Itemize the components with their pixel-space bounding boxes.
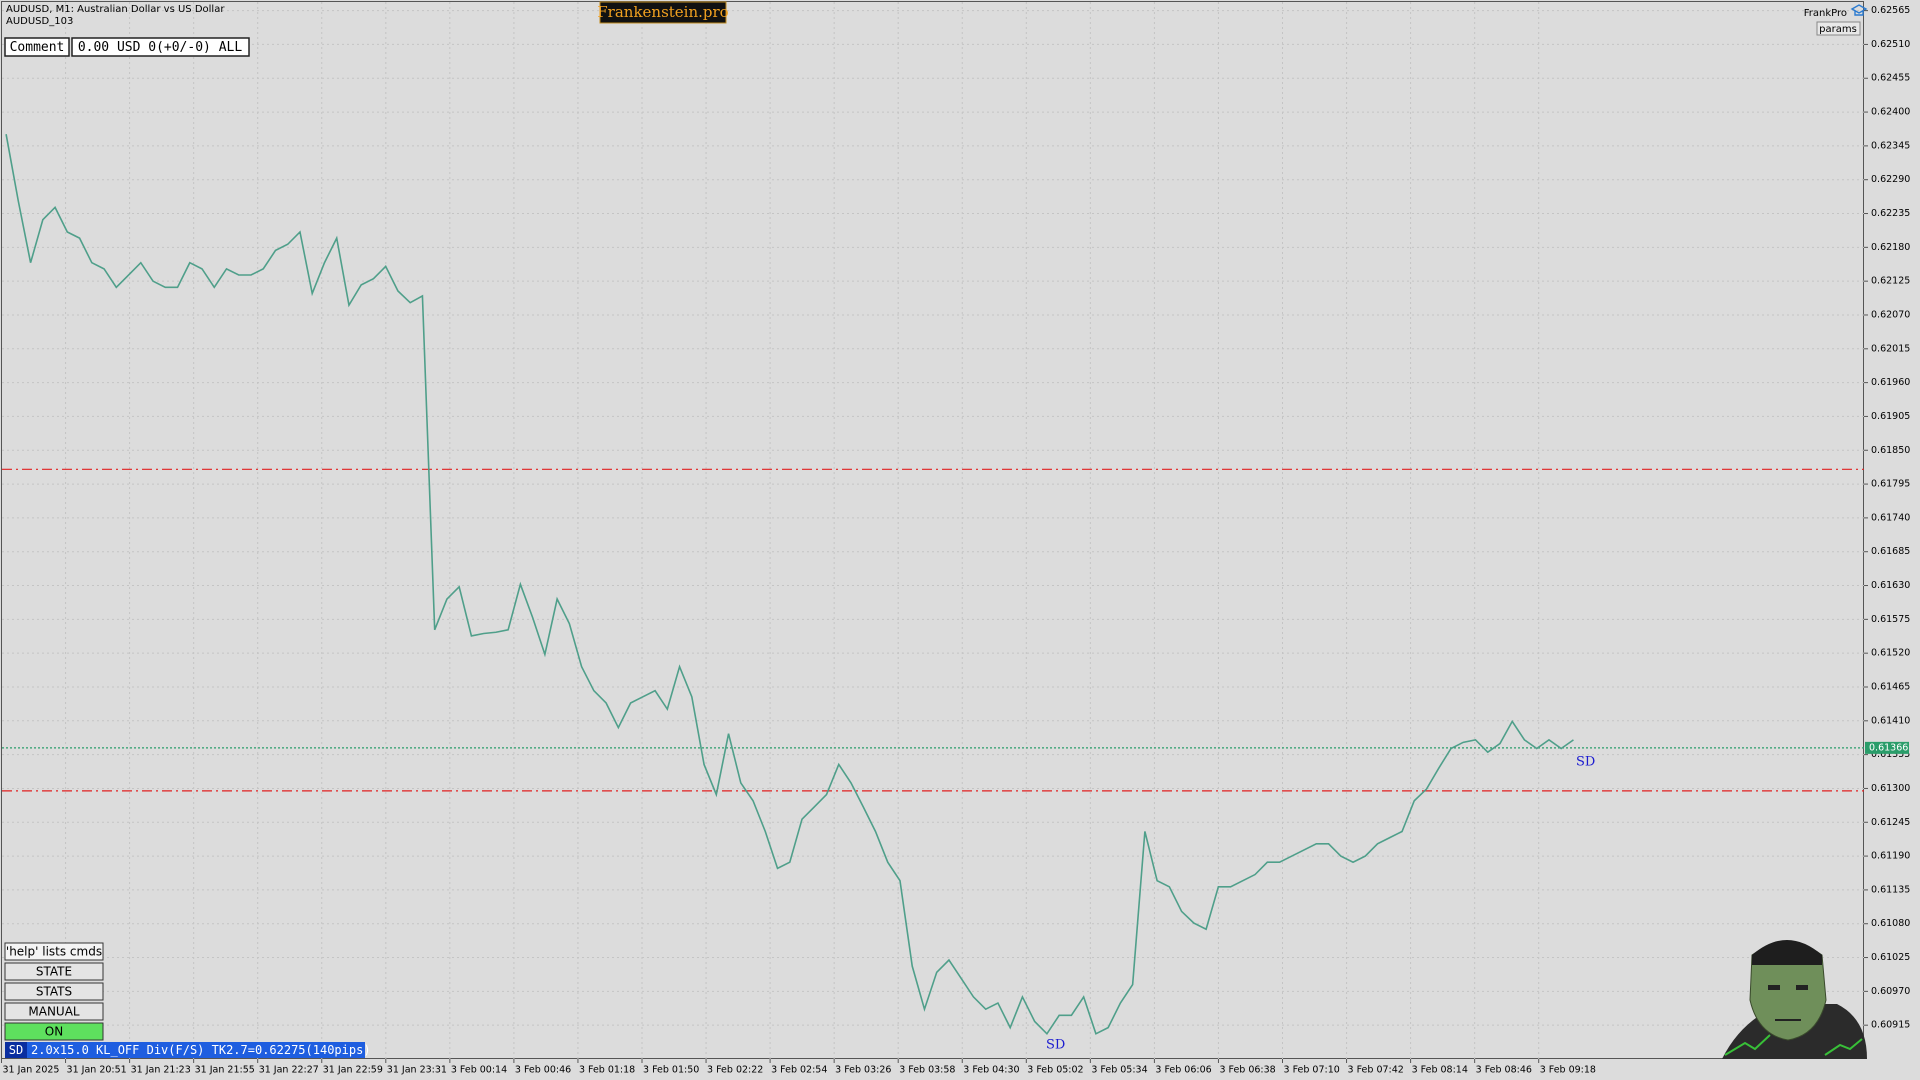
x-tick-label: 3 Feb 03:26 bbox=[835, 1065, 891, 1076]
y-tick-label: 0.62235 bbox=[1871, 208, 1910, 219]
x-tick-label: 3 Feb 08:14 bbox=[1412, 1065, 1468, 1076]
y-tick-label: 0.62400 bbox=[1871, 107, 1910, 118]
x-tick-label: 3 Feb 09:18 bbox=[1540, 1065, 1596, 1076]
price-tag-box bbox=[1865, 741, 1909, 754]
x-tick-label: 31 Jan 20:51 bbox=[67, 1065, 127, 1076]
grid bbox=[2, 2, 1864, 1059]
comment-label-box bbox=[4, 37, 70, 57]
symbol-title: AUDUSD, M1: Australian Dollar vs US Doll… bbox=[6, 4, 225, 15]
comment-value-box bbox=[71, 37, 250, 57]
x-tick-label: 3 Feb 00:14 bbox=[451, 1065, 507, 1076]
logo: Frankenstein.pro bbox=[597, 3, 728, 21]
y-tick-label: 0.62565 bbox=[1871, 5, 1910, 16]
logo-box bbox=[599, 1, 727, 24]
command-button[interactable]: ON bbox=[45, 1025, 63, 1039]
y-tick-label: 0.62345 bbox=[1871, 140, 1910, 151]
params-box[interactable] bbox=[1816, 21, 1861, 36]
hint-box bbox=[4, 942, 104, 961]
command-button-box[interactable] bbox=[4, 1022, 104, 1041]
command-button[interactable]: STATE bbox=[36, 965, 72, 979]
x-tick-label: 3 Feb 01:18 bbox=[579, 1065, 635, 1076]
comment-label: Comment bbox=[10, 40, 65, 55]
y-tick-label: 0.61520 bbox=[1871, 648, 1910, 659]
y-tick-label: 0.62290 bbox=[1871, 174, 1910, 185]
y-tick-label: 0.61795 bbox=[1871, 479, 1910, 490]
y-tick-label: 0.61300 bbox=[1871, 783, 1910, 794]
y-tick-label: 0.61245 bbox=[1871, 817, 1910, 828]
y-tick-label: 0.61630 bbox=[1871, 580, 1910, 591]
x-tick-label: 3 Feb 00:46 bbox=[515, 1065, 571, 1076]
account-name: AUDUSD_103 bbox=[6, 16, 73, 27]
x-tick-label: 3 Feb 07:42 bbox=[1348, 1065, 1404, 1076]
x-tick-label: 3 Feb 05:34 bbox=[1091, 1065, 1147, 1076]
y-tick-label: 0.61355 bbox=[1871, 749, 1910, 760]
annotation: SD bbox=[1046, 1038, 1065, 1053]
x-tick-label: 3 Feb 06:38 bbox=[1219, 1065, 1275, 1076]
x-tick-label: 3 Feb 06:06 bbox=[1155, 1065, 1211, 1076]
x-tick-label: 31 Jan 21:55 bbox=[195, 1065, 255, 1076]
plot-frame bbox=[1, 1, 1864, 1059]
y-tick-label: 0.61685 bbox=[1871, 546, 1910, 557]
mascot-eye bbox=[1768, 985, 1780, 990]
x-tick-label: 31 Jan 2025 bbox=[3, 1065, 60, 1076]
comment-value: 0.00 USD 0(+0/-0) ALL bbox=[78, 40, 243, 55]
y-tick-label: 0.62070 bbox=[1871, 309, 1910, 320]
y-tick-label: 0.61740 bbox=[1871, 512, 1910, 523]
y-tick-label: 0.61575 bbox=[1871, 614, 1910, 625]
brand-icon bbox=[1850, 4, 1868, 16]
y-tick-label: 0.61960 bbox=[1871, 377, 1910, 388]
y-tick-label: 0.62510 bbox=[1871, 39, 1910, 50]
status-tag: SD bbox=[9, 1043, 23, 1057]
y-tick-label: 0.62125 bbox=[1871, 276, 1910, 287]
command-button[interactable]: STATS bbox=[36, 985, 72, 999]
x-tick-label: 3 Feb 04:30 bbox=[963, 1065, 1019, 1076]
brand-name: FrankPro bbox=[1804, 8, 1847, 19]
mascot-sparks bbox=[1724, 1034, 1863, 1056]
status-bar bbox=[5, 1042, 365, 1058]
x-tick-label: 3 Feb 01:50 bbox=[643, 1065, 699, 1076]
command-button[interactable]: MANUAL bbox=[28, 1005, 80, 1019]
x-tick-label: 3 Feb 05:02 bbox=[1027, 1065, 1083, 1076]
command-panel: 'help' lists cmds STATE STATS MANUAL ON bbox=[4, 942, 104, 1041]
y-tick-label: 0.61190 bbox=[1871, 851, 1910, 862]
mascot bbox=[1722, 940, 1867, 1059]
price-line bbox=[5, 134, 1574, 1036]
y-tick-label: 0.60915 bbox=[1871, 1020, 1910, 1031]
x-tick-label: 31 Jan 22:27 bbox=[259, 1065, 319, 1076]
y-tick-label: 0.61080 bbox=[1871, 918, 1910, 929]
x-tick-label: 3 Feb 07:10 bbox=[1284, 1065, 1340, 1076]
y-tick-label: 0.61465 bbox=[1871, 681, 1910, 692]
status-text: 2.0x15.0 KL_OFF Div(F/S) TK2.7=0.62275(1… bbox=[31, 1043, 371, 1057]
x-tick-label: 3 Feb 03:58 bbox=[899, 1065, 955, 1076]
x-tick-label: 3 Feb 02:54 bbox=[771, 1065, 827, 1076]
y-tick-label: 0.62180 bbox=[1871, 242, 1910, 253]
mascot-eye bbox=[1796, 985, 1808, 990]
price-tag: 0.61366 bbox=[1869, 742, 1908, 753]
command-button-box[interactable] bbox=[4, 962, 104, 981]
x-tick-label: 31 Jan 22:59 bbox=[323, 1065, 383, 1076]
y-tick-label: 0.61850 bbox=[1871, 445, 1910, 456]
x-tick-label: 3 Feb 08:46 bbox=[1476, 1065, 1532, 1076]
plot: SD SD bbox=[2, 134, 1864, 1053]
params-button[interactable]: params bbox=[1819, 24, 1857, 35]
command-button-box[interactable] bbox=[4, 1002, 104, 1021]
y-tick-label: 0.61410 bbox=[1871, 715, 1910, 726]
hint: 'help' lists cmds bbox=[6, 945, 102, 959]
command-button-box[interactable] bbox=[4, 982, 104, 1001]
y-tick-label: 0.61135 bbox=[1871, 884, 1910, 895]
x-tick-label: 3 Feb 02:22 bbox=[707, 1065, 763, 1076]
y-tick-label: 0.62455 bbox=[1871, 73, 1910, 84]
annotation: SD bbox=[1576, 755, 1595, 770]
status-tag-box bbox=[5, 1042, 27, 1058]
y-tick-label: 0.61905 bbox=[1871, 411, 1910, 422]
x-tick-label: 31 Jan 21:23 bbox=[131, 1065, 191, 1076]
y-tick-label: 0.62015 bbox=[1871, 343, 1910, 354]
mascot-hair bbox=[1752, 940, 1822, 965]
x-tick-label: 31 Jan 23:31 bbox=[387, 1065, 447, 1076]
y-tick-label: 0.61025 bbox=[1871, 952, 1910, 963]
y-tick-label: 0.60970 bbox=[1871, 986, 1910, 997]
